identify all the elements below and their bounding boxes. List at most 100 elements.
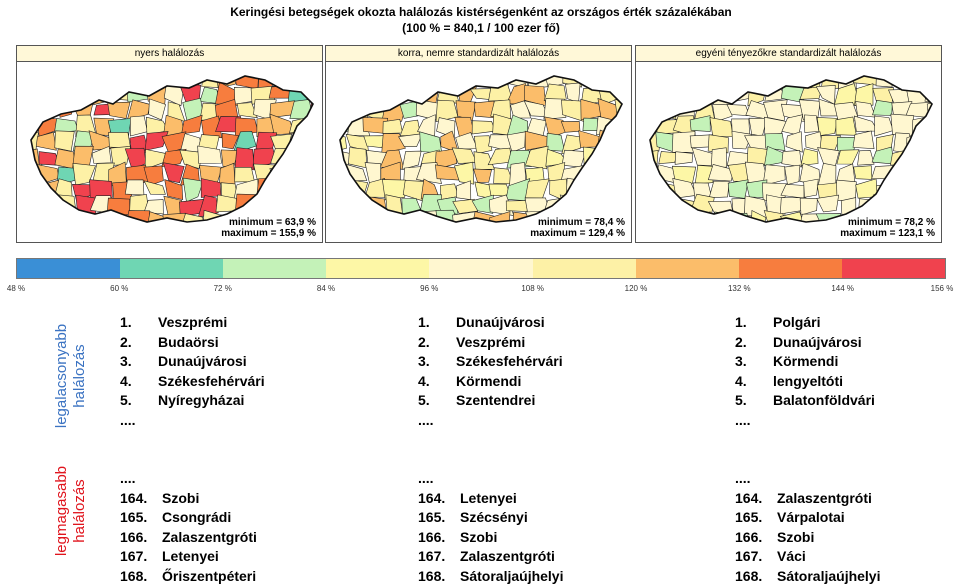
district-region xyxy=(422,85,439,103)
district-region xyxy=(583,118,598,131)
rank-row: 4.lengyeltóti xyxy=(735,372,880,392)
district-region xyxy=(53,194,76,215)
district-region xyxy=(785,165,800,184)
district-region xyxy=(800,198,817,215)
district-region xyxy=(329,199,350,214)
district-region xyxy=(456,71,475,83)
side-label-lowest: legalacsonyabb halálozás xyxy=(53,321,89,431)
district-region xyxy=(289,117,312,133)
district-region xyxy=(547,133,565,151)
rank-row: 3.Székesfehérvári xyxy=(418,352,563,372)
district-region xyxy=(614,116,631,137)
side-label-highest-line2: halálozás xyxy=(71,456,89,566)
district-region xyxy=(818,163,836,186)
district-region xyxy=(817,195,839,212)
district-region xyxy=(272,182,294,198)
district-region xyxy=(729,68,746,89)
panel-maximum: maximum = 129,4 % xyxy=(530,228,625,239)
district-region xyxy=(675,152,692,165)
district-region xyxy=(235,194,258,217)
district-region xyxy=(714,212,731,228)
district-region xyxy=(836,180,856,201)
side-label-lowest-line1: legalacsonyabb xyxy=(53,321,71,431)
district-region xyxy=(400,120,420,136)
district-region xyxy=(401,66,424,89)
district-region xyxy=(326,149,351,167)
rank-row: 168.Sátoraljaújhelyi xyxy=(735,567,880,586)
district-region xyxy=(655,196,677,217)
district-region xyxy=(21,216,39,234)
district-region xyxy=(367,70,382,86)
ranking-column-age-sex: 1.Dunaújvárosi 2.Veszprémi 3.Székesfehér… xyxy=(418,313,563,586)
district-region xyxy=(639,183,660,201)
district-region xyxy=(925,130,941,153)
district-region xyxy=(420,132,442,153)
district-region xyxy=(385,84,401,104)
district-region xyxy=(163,213,185,233)
district-region xyxy=(348,148,366,168)
rank-row: 1.Dunaújvárosi xyxy=(418,313,563,333)
district-region xyxy=(440,184,458,200)
district-region xyxy=(925,197,941,214)
district-region xyxy=(581,67,601,85)
district-region xyxy=(108,102,130,118)
district-region xyxy=(600,162,620,184)
district-region xyxy=(306,165,322,185)
panel-header: nyers halálozás xyxy=(17,46,322,62)
district-region xyxy=(913,196,930,213)
rank-row: 1.Veszprémi xyxy=(120,313,265,333)
legend-swatch xyxy=(223,259,326,278)
rank-row: 166.Zalaszentgróti xyxy=(120,528,265,548)
district-region xyxy=(582,179,602,197)
district-region xyxy=(270,167,291,186)
district-region xyxy=(891,165,907,181)
district-region xyxy=(836,117,856,135)
district-region xyxy=(692,212,712,233)
district-region xyxy=(163,163,184,183)
ellipsis: .... xyxy=(418,469,563,489)
panel-minimum: minimum = 78,2 % xyxy=(848,217,935,228)
map-panel-individual-standardized: egyéni tényezőkre standardizált halálozá… xyxy=(635,45,942,243)
district-region xyxy=(679,85,698,103)
district-region xyxy=(419,67,440,89)
district-region xyxy=(660,212,674,230)
title-line-2: (100 % = 840,1 / 100 ezer fő) xyxy=(0,20,962,36)
district-region xyxy=(641,195,661,215)
district-region xyxy=(748,67,768,88)
rank-row: 2.Budaörsi xyxy=(120,333,265,353)
district-region xyxy=(19,67,38,88)
rank-row: 5.Szentendrei xyxy=(418,391,563,411)
district-region xyxy=(272,199,293,212)
district-region xyxy=(350,72,369,90)
rank-row: 166.Szobi xyxy=(735,528,880,548)
district-region xyxy=(672,67,694,88)
ellipsis: .... xyxy=(120,411,265,431)
district-region xyxy=(597,182,618,201)
district-region xyxy=(655,86,679,103)
district-region xyxy=(78,83,95,104)
district-region xyxy=(454,162,473,184)
district-region xyxy=(256,195,276,216)
district-region xyxy=(308,83,322,102)
district-region xyxy=(781,71,802,85)
district-region xyxy=(677,211,697,231)
district-region xyxy=(603,194,619,217)
rank-row: 164.Szobi xyxy=(120,489,265,509)
district-region xyxy=(381,216,405,233)
side-label-highest-line1: legmagasabb xyxy=(53,456,71,566)
district-region xyxy=(53,87,75,100)
district-region xyxy=(114,216,129,233)
panel-header: egyéni tényezőkre standardizált halálozá… xyxy=(636,46,941,62)
district-region xyxy=(127,69,147,88)
rank-row: 5.Balatonföldvári xyxy=(735,391,880,411)
district-region xyxy=(804,115,818,133)
district-region xyxy=(290,69,311,89)
district-region xyxy=(94,69,114,88)
district-region xyxy=(54,118,78,132)
district-region xyxy=(489,212,510,234)
district-region xyxy=(331,211,347,230)
district-region xyxy=(165,180,183,200)
district-region xyxy=(617,132,631,152)
rank-row: 2.Veszprémi xyxy=(418,333,563,353)
district-region xyxy=(710,118,733,137)
